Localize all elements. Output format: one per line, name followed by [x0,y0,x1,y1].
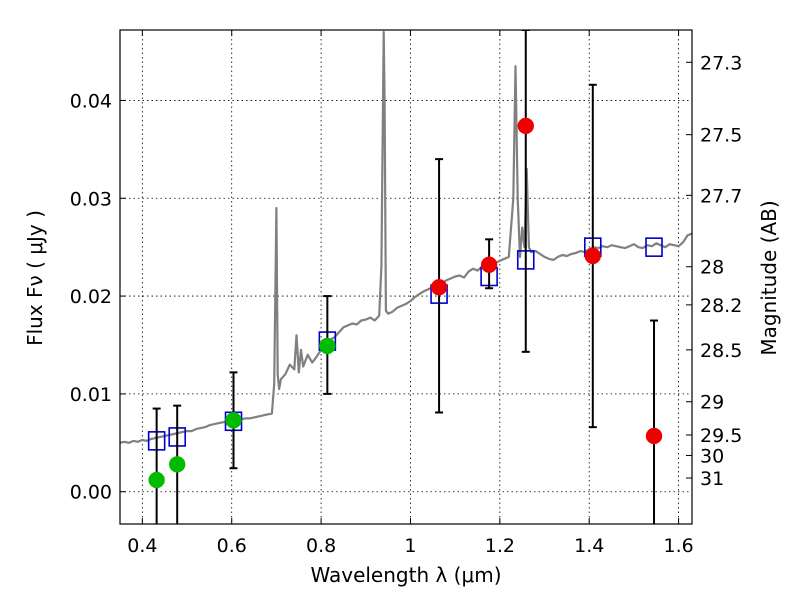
plot-frame [119,29,693,525]
observed-point [319,337,336,355]
y-tick-label: 0.04 [70,90,112,112]
x-tick-label: 0.6 [217,535,247,557]
x-tick-label: 1.2 [485,535,515,557]
magnitude-tick-label: 28.2 [700,295,742,317]
x-tick-label: 1.4 [574,535,604,557]
x-axis-title: Wavelength λ (μm) [310,563,501,587]
observed-point [168,456,186,473]
y-tick-label: 0.00 [70,482,112,504]
magnitude-tick-label: 29.5 [700,425,742,447]
observed-point [430,279,448,296]
plot-area [120,30,692,524]
x-tick-label: 1.6 [663,535,693,557]
y-axis-title-right: Magnitude (AB) [757,200,781,355]
observed-point [480,256,498,274]
spectrum-line [120,30,692,444]
magnitude-tick-label: 28.5 [700,340,742,362]
magnitude-tick-label: 30 [700,446,724,468]
magnitude-tick-label: 27.5 [700,125,742,147]
grid [120,30,692,524]
y-tick-label: 0.01 [70,384,112,406]
magnitude-tick-label: 29 [700,392,724,414]
axes: 0.4 0.6 0.8 1 1.2 1.4 1.6 0.00 0.01 0.02 0.03 0.04 2… [70,29,742,557]
magnitude-tick-label: 31 [700,468,724,490]
observed-point [148,471,165,489]
x-tick-label: 0.8 [306,535,336,557]
magnitude-tick-label: 27.7 [700,185,742,207]
observed-point [225,412,242,429]
observed-point [517,117,535,135]
model-square-point [645,237,663,257]
observed-point [645,427,663,445]
x-tick-label: 0.4 [127,535,157,557]
observed-point [584,247,602,265]
y-tick-label: 0.03 [70,188,112,210]
y-tick-label: 0.02 [70,286,112,308]
x-tick-label: 1 [404,535,416,557]
magnitude-tick-label: 28 [700,257,724,279]
y-axis-title: Flux Fν ( μJy ) [23,210,47,346]
magnitude-tick-label: 27.3 [700,52,742,74]
